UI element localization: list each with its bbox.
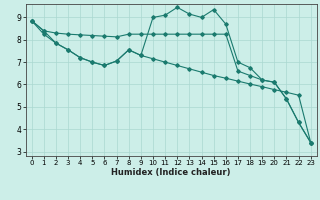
- X-axis label: Humidex (Indice chaleur): Humidex (Indice chaleur): [111, 168, 231, 177]
